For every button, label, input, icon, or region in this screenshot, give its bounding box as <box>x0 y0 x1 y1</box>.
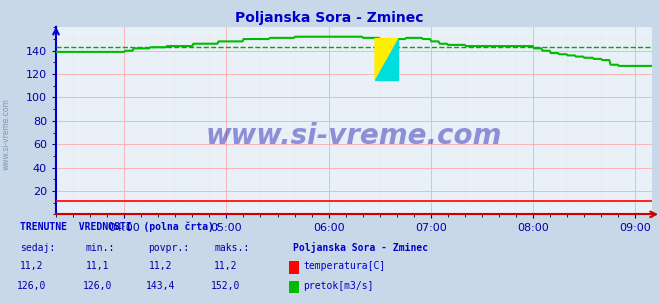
Text: 126,0: 126,0 <box>17 281 46 291</box>
Text: pretok[m3/s]: pretok[m3/s] <box>303 281 374 291</box>
Text: 11,2: 11,2 <box>214 261 238 271</box>
Text: www.si-vreme.com: www.si-vreme.com <box>2 98 11 170</box>
Polygon shape <box>375 39 398 80</box>
Text: sedaj:: sedaj: <box>20 243 55 253</box>
Text: maks.:: maks.: <box>214 243 249 253</box>
Text: 143,4: 143,4 <box>146 281 175 291</box>
Text: 126,0: 126,0 <box>83 281 112 291</box>
Text: temperatura[C]: temperatura[C] <box>303 261 386 271</box>
Text: povpr.:: povpr.: <box>148 243 189 253</box>
Text: 152,0: 152,0 <box>212 281 241 291</box>
Text: TRENUTNE  VREDNOSTI  (polna črta):: TRENUTNE VREDNOSTI (polna črta): <box>20 221 219 232</box>
Text: Poljanska Sora - Zminec: Poljanska Sora - Zminec <box>293 242 428 253</box>
Polygon shape <box>375 39 398 80</box>
Text: www.si-vreme.com: www.si-vreme.com <box>206 122 502 150</box>
Text: min.:: min.: <box>86 243 115 253</box>
Text: 11,1: 11,1 <box>86 261 109 271</box>
Text: Poljanska Sora - Zminec: Poljanska Sora - Zminec <box>235 11 424 25</box>
Text: 11,2: 11,2 <box>20 261 43 271</box>
Text: 11,2: 11,2 <box>148 261 172 271</box>
